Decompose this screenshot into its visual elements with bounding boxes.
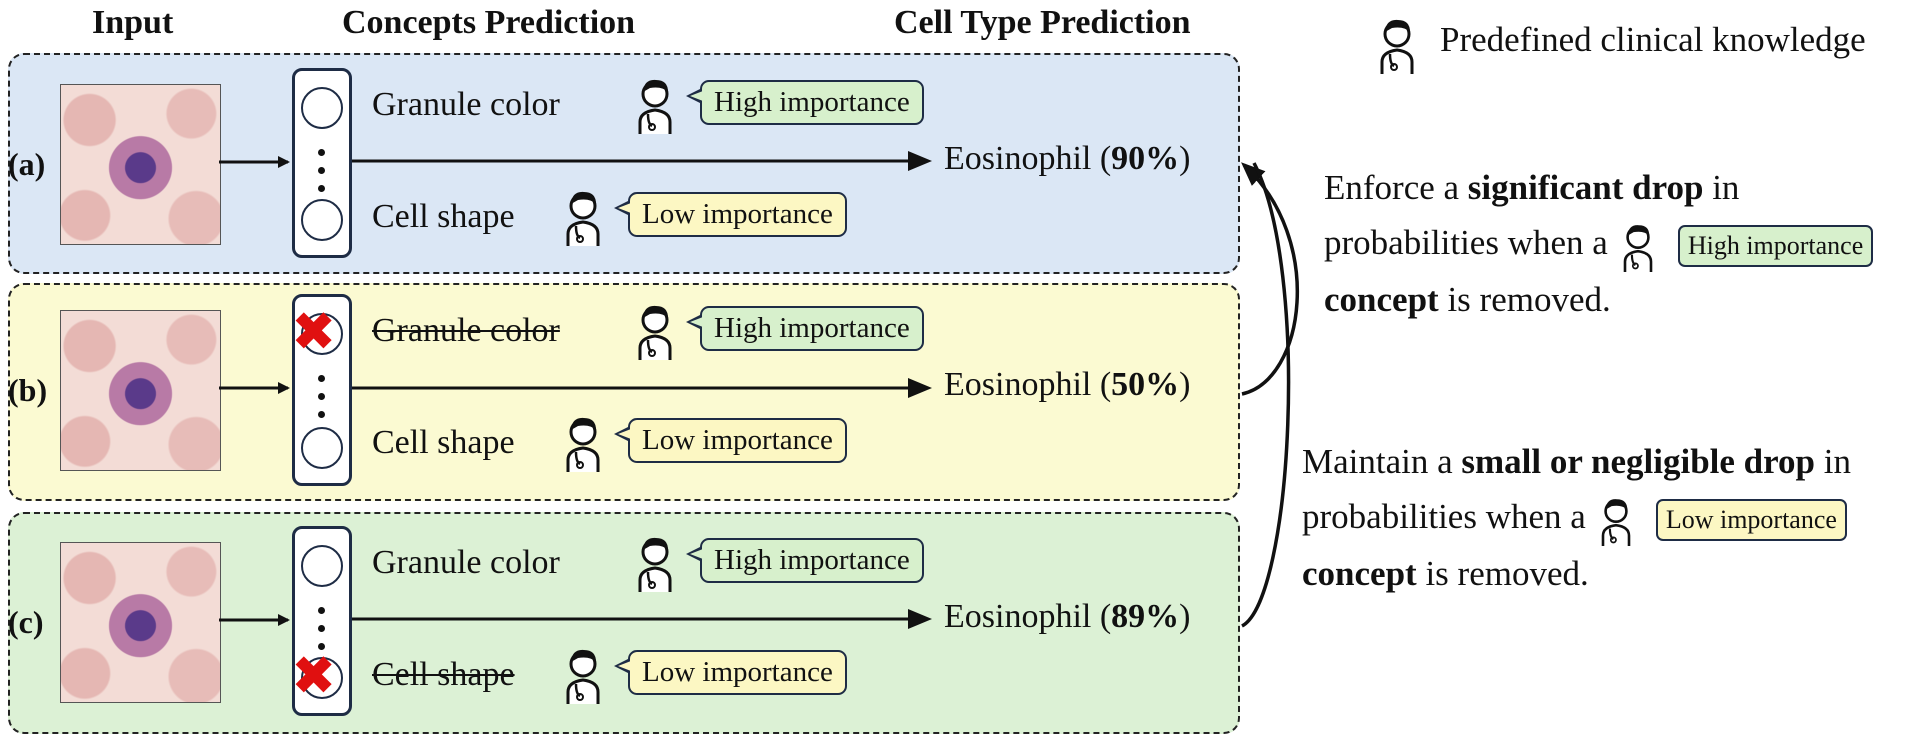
concept-node-top-a — [301, 87, 343, 129]
rule-text: is removed. — [1416, 553, 1589, 593]
cell-image-b — [60, 310, 221, 471]
removed-mark: ✖ — [291, 300, 337, 363]
concept-label-bottom-b: Cell shape — [372, 424, 515, 461]
header-cell-type-prediction: Cell Type Prediction — [894, 4, 1191, 41]
row-label-c: (c) — [8, 604, 44, 640]
importance-badge-high: High importance — [1677, 224, 1874, 267]
doctor-icon — [1601, 499, 1631, 546]
ellipsis-dots — [318, 149, 326, 203]
rule-line: probabilities when a High importance — [1324, 215, 1874, 272]
prediction-c: Eosinophil (89%) — [944, 598, 1191, 636]
prediction-a: Eosinophil (90%) — [944, 140, 1191, 178]
rule-emphasis: significant drop — [1467, 168, 1704, 207]
rule-text: is removed. — [1438, 279, 1611, 319]
rule-emphasis: concept — [1302, 553, 1417, 593]
importance-badge-low: Low importance — [1655, 498, 1847, 541]
cell-image-a — [60, 84, 221, 245]
concept-node-bottom-c — [301, 657, 343, 699]
rule-emphasis: concept — [1324, 279, 1439, 319]
prediction-close: ) — [1179, 140, 1191, 177]
doctor-icon — [566, 191, 600, 246]
doctor-icon — [1380, 19, 1414, 74]
row-label-b: (b) — [8, 372, 48, 408]
concept-label-top-a: Granule color — [372, 86, 560, 123]
rule-low-importance: Maintain a small or negligible drop in p… — [1302, 434, 1851, 601]
importance-badge-high-a: High importance — [686, 80, 924, 125]
doctor-icon — [638, 537, 672, 592]
concept-label-top-b-removed: Granule color — [372, 312, 560, 349]
rule-text: in — [1703, 168, 1740, 207]
rule-line: concept is removed. — [1324, 272, 1873, 327]
importance-badge-low-b: Low importance — [614, 418, 847, 463]
concept-node-bottom-a — [301, 199, 343, 241]
removed-mark: ✖ — [291, 644, 337, 707]
prediction-prob: 90% — [1111, 140, 1180, 177]
header-input: Input — [92, 4, 174, 41]
rule-text: probabilities when a — [1302, 497, 1586, 536]
concept-label-bottom-c-removed: Cell shape — [372, 656, 515, 693]
rule-text: Enforce a — [1324, 168, 1468, 207]
rule-line: Maintain a small or negligible drop in — [1302, 434, 1851, 489]
row-label-a: (a) — [8, 146, 46, 182]
concept-node-bottom-b — [301, 427, 343, 469]
concept-label-top-c: Granule color — [372, 544, 560, 581]
legend-label: Predefined clinical knowledge — [1440, 20, 1866, 59]
prediction-prob: 50% — [1111, 366, 1180, 403]
importance-badge-high-b: High importance — [686, 306, 924, 351]
comparison-arrow-c-to-a — [1241, 162, 1291, 628]
rule-line: Enforce a significant drop in — [1324, 160, 1873, 215]
rule-text: Maintain a — [1302, 442, 1462, 481]
prediction-close: ) — [1179, 598, 1191, 635]
importance-badge-low-c: Low importance — [614, 650, 847, 695]
concept-column-c: ✖ — [291, 526, 352, 716]
ellipsis-dots — [318, 375, 326, 429]
prediction-class: Eosinophil ( — [944, 598, 1112, 635]
concept-label-bottom-a: Cell shape — [372, 198, 515, 235]
ellipsis-dots — [318, 607, 326, 661]
prediction-class: Eosinophil ( — [944, 366, 1112, 403]
importance-badge-high-c: High importance — [686, 538, 924, 583]
doctor-icon — [638, 79, 672, 134]
concept-node-top-b — [301, 313, 343, 355]
prediction-prob: 89% — [1111, 598, 1180, 635]
rule-emphasis: small or negligible drop — [1461, 442, 1816, 481]
rule-text: probabilities when a — [1324, 223, 1608, 262]
rule-text: in — [1815, 442, 1851, 481]
prediction-class: Eosinophil ( — [944, 140, 1112, 177]
concept-column-a — [292, 68, 352, 258]
cell-image-c — [60, 542, 221, 703]
prediction-b: Eosinophil (50%) — [944, 366, 1191, 404]
rule-high-importance: Enforce a significant drop in probabilit… — [1324, 160, 1874, 327]
doctor-icon — [566, 417, 600, 472]
importance-badge-low-a: Low importance — [614, 192, 847, 237]
doctor-icon — [638, 305, 672, 360]
doctor-icon — [1623, 225, 1653, 272]
doctor-icon — [566, 649, 600, 704]
rule-line: probabilities when a Low importance — [1302, 489, 1851, 546]
prediction-close: ) — [1179, 366, 1191, 403]
header-concepts-prediction: Concepts Prediction — [342, 4, 636, 41]
rule-line: concept is removed. — [1302, 546, 1851, 601]
comparison-arrow-b-to-a — [1241, 162, 1299, 396]
concept-node-top-c — [301, 545, 343, 587]
concept-column-b: ✖ — [291, 294, 352, 486]
